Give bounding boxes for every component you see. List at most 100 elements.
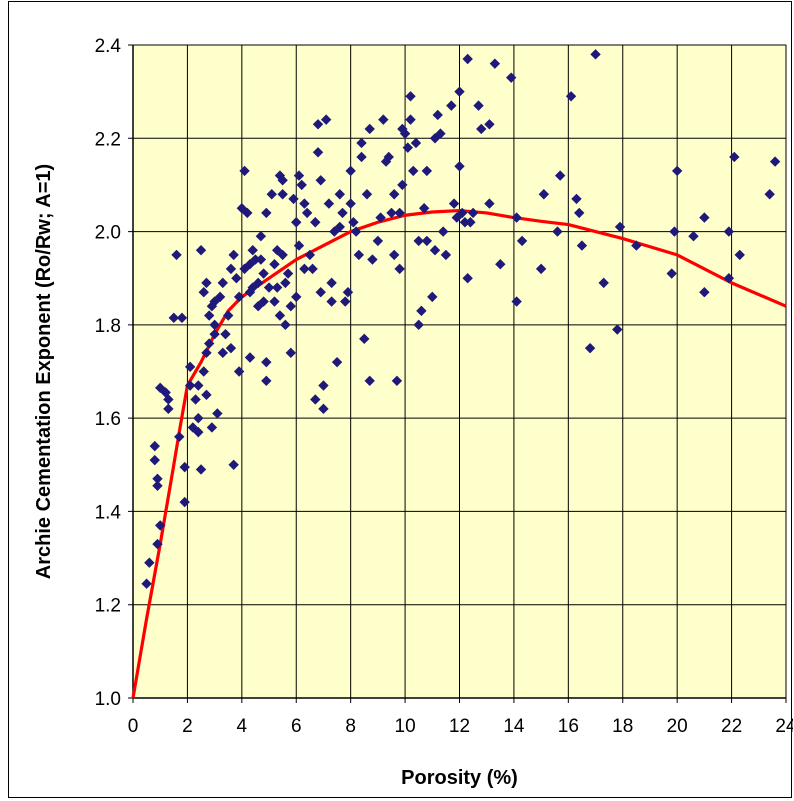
data-point <box>405 114 416 125</box>
data-point <box>299 198 310 209</box>
data-point <box>198 366 209 377</box>
data-point <box>163 394 174 405</box>
data-point <box>326 296 337 307</box>
data-points <box>141 49 781 589</box>
data-point <box>184 380 196 391</box>
data-point <box>584 342 596 354</box>
data-point <box>350 226 362 237</box>
x-tick-label: 4 <box>237 716 248 737</box>
data-point <box>239 165 250 177</box>
data-point <box>307 263 318 275</box>
data-point <box>266 189 277 200</box>
data-point <box>214 291 226 303</box>
data-point <box>212 408 223 419</box>
data-point <box>223 310 234 321</box>
data-point <box>291 291 302 303</box>
data-point <box>389 249 400 261</box>
x-tick-label: 6 <box>291 716 302 737</box>
data-point <box>261 356 272 368</box>
data-point <box>462 273 473 284</box>
data-point <box>203 310 215 321</box>
data-point <box>163 403 174 415</box>
data-point <box>252 277 264 289</box>
data-point <box>432 109 443 121</box>
data-point <box>467 207 479 219</box>
data-point <box>141 578 152 589</box>
data-point <box>378 114 389 125</box>
data-point <box>429 245 441 256</box>
data-point <box>301 207 313 219</box>
x-tick-label: 22 <box>721 716 742 737</box>
data-point <box>612 324 623 335</box>
data-point <box>723 273 735 284</box>
data-point <box>255 254 267 265</box>
data-point <box>209 319 220 331</box>
data-point <box>554 170 566 181</box>
data-point <box>310 394 321 405</box>
data-point <box>427 291 438 303</box>
data-point <box>242 207 253 219</box>
data-point <box>272 282 283 293</box>
data-point <box>402 142 414 153</box>
data-point <box>250 254 261 265</box>
data-point <box>152 538 163 550</box>
data-point <box>228 249 239 261</box>
data-point <box>418 203 430 214</box>
data-point <box>688 231 699 242</box>
data-point <box>320 114 332 125</box>
data-point <box>457 207 468 219</box>
x-tick-label: 10 <box>395 716 416 737</box>
data-point <box>152 480 163 491</box>
x-tick-label: 12 <box>449 716 470 737</box>
data-point <box>149 440 160 452</box>
data-point <box>277 249 288 261</box>
data-point <box>233 366 245 377</box>
data-point <box>598 277 609 289</box>
data-point <box>255 231 267 242</box>
y-tick-labels: 1.0 1.2 1.4 1.6 1.8 2.0 2.2 2.4 <box>95 36 122 710</box>
data-point <box>495 259 506 270</box>
data-point <box>323 198 335 209</box>
x-tick-label: 8 <box>345 716 356 737</box>
data-point <box>484 119 495 130</box>
data-point <box>261 207 272 219</box>
x-tick-label: 0 <box>128 716 139 737</box>
data-point <box>263 282 275 293</box>
data-point <box>435 128 446 139</box>
data-point <box>299 263 310 275</box>
data-point <box>484 198 495 209</box>
data-point <box>318 380 329 391</box>
data-point <box>408 165 419 177</box>
data-point <box>285 347 297 359</box>
data-point <box>764 189 775 200</box>
grid-lines <box>128 44 787 703</box>
data-point <box>356 151 367 163</box>
data-point <box>410 137 422 149</box>
y-tick-label: 1.6 <box>95 409 121 430</box>
data-point <box>280 277 291 289</box>
data-point <box>473 100 484 111</box>
x-tick-label: 16 <box>558 716 579 737</box>
data-point <box>304 249 316 261</box>
data-point <box>405 91 416 102</box>
data-point <box>231 273 242 284</box>
data-point <box>465 217 476 228</box>
data-point <box>198 287 209 298</box>
data-point <box>171 249 182 261</box>
data-point <box>239 263 250 275</box>
x-tick-labels: 0 2 4 6 8 10 12 14 16 18 20 22 24 <box>128 716 793 737</box>
data-point <box>288 193 299 205</box>
data-point <box>489 58 501 69</box>
x-tick-label: 14 <box>503 716 525 737</box>
data-point <box>155 520 166 531</box>
data-point <box>291 217 302 228</box>
data-point <box>277 175 288 186</box>
data-point <box>225 263 237 275</box>
scatter-chart: 0 2 4 6 8 10 12 14 16 18 20 22 24 1.01.21.41.61.82.0… <box>33 36 793 789</box>
data-point <box>348 217 359 228</box>
data-point <box>391 375 403 387</box>
data-point <box>337 207 348 219</box>
data-point <box>353 249 365 261</box>
data-point <box>233 291 245 303</box>
y-axis-title: Archie Cementation Exponent (Ro/Rw; A=1) <box>33 164 55 579</box>
